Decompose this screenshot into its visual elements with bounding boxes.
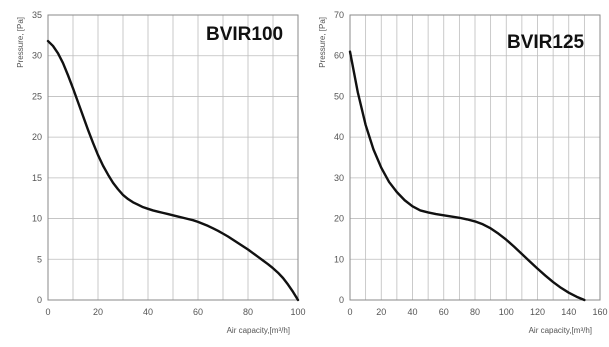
chart-1: 0 5 10 15 20 25 30 35 0 20 40 60 80 100 Pressure, [Pa]… [16, 10, 306, 335]
x-tick-label: 0 [347, 307, 352, 317]
x-axis-label: Air capacity,[m³/h] [227, 326, 290, 335]
y-tick-label: 70 [334, 10, 344, 20]
y-tick-label: 15 [32, 173, 42, 183]
y-tick-label: 0 [37, 295, 42, 305]
y-tick-label: 25 [32, 91, 42, 101]
y-tick-label: 0 [339, 295, 344, 305]
plot-frame [47, 14, 299, 301]
x-tick-label: 60 [439, 307, 449, 317]
chart-title: BVIR100 [206, 24, 283, 45]
y-tick-label: 30 [32, 51, 42, 61]
y-tick-label: 20 [334, 214, 344, 224]
chart-2: 0 10 20 30 40 50 60 70 0 20 40 60 80 100 120 140 160 Pres… [318, 10, 608, 335]
x-tick-label: 40 [143, 307, 153, 317]
x-tick-label: 100 [290, 307, 305, 317]
x-tick-label: 120 [530, 307, 545, 317]
y-tick-label: 50 [334, 91, 344, 101]
x-tick-label: 20 [376, 307, 386, 317]
x-axis-label: Air capacity,[m³/h] [529, 326, 592, 335]
y-tick-label: 60 [334, 51, 344, 61]
x-tick-label: 140 [561, 307, 576, 317]
x-tick-label: 20 [93, 307, 103, 317]
y-tick-label: 20 [32, 132, 42, 142]
x-tick-label: 60 [193, 307, 203, 317]
y-axis-label: Pressure, [Pa] [16, 17, 25, 68]
series-line [46, 39, 300, 302]
y-tick-label: 10 [32, 214, 42, 224]
series-line [348, 50, 586, 302]
x-tick-label: 0 [45, 307, 50, 317]
x-tick-label: 80 [243, 307, 253, 317]
y-tick-label: 5 [37, 254, 42, 264]
x-tick-label: 80 [470, 307, 480, 317]
x-tick-label: 40 [407, 307, 417, 317]
chart-title: BVIR125 [507, 32, 585, 53]
y-tick-label: 10 [334, 254, 344, 264]
y-tick-label: 35 [32, 10, 42, 20]
y-tick-label: 40 [334, 132, 344, 142]
y-axis-label: Pressure, [Pa] [318, 17, 327, 68]
x-tick-label: 100 [499, 307, 514, 317]
x-tick-label: 160 [592, 307, 607, 317]
y-tick-label: 30 [334, 173, 344, 183]
plot-frame [349, 14, 601, 301]
